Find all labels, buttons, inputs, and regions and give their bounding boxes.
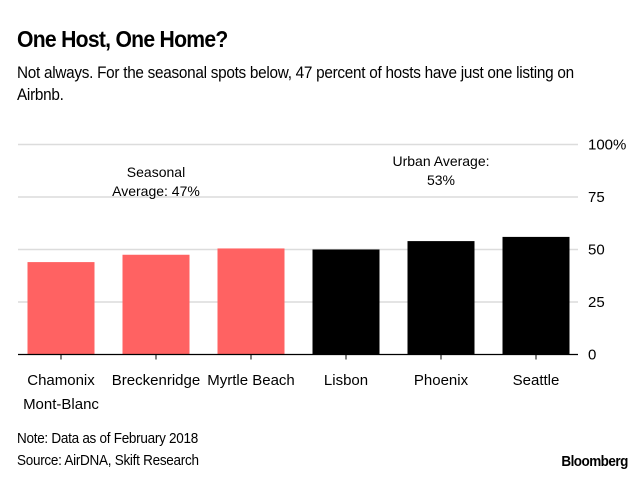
category-label: Chamonix — [27, 372, 95, 389]
category-labels: Chamonix Mont-Blanc Breckenridge Myrtle Bea… — [23, 372, 559, 413]
bar — [217, 248, 285, 355]
category-label: Lisbon — [324, 372, 368, 389]
y-axis-labels: 0 25 50 75 100% — [588, 137, 626, 364]
source-text: Source: AirDNA, Skift Research — [17, 452, 199, 469]
y-tick-label: 75 — [588, 189, 605, 206]
bloomberg-logo: Bloomberg — [561, 453, 629, 470]
chart-subtitle: Not always. For the seasonal spots below… — [17, 63, 574, 104]
annotation-label: 53% — [427, 172, 455, 188]
annotations: Seasonal Average: 47% Urban Average: 53% — [112, 153, 489, 199]
bar — [407, 241, 475, 355]
category-label: Phoenix — [414, 372, 469, 389]
bar — [122, 254, 190, 355]
annotation-label: Seasonal — [127, 164, 185, 180]
bar — [502, 236, 570, 355]
y-tick-label: 25 — [588, 294, 605, 311]
x-axis — [18, 353, 578, 360]
gridlines — [18, 143, 578, 303]
bars — [27, 236, 570, 355]
annotation-label: Average: 47% — [112, 183, 200, 199]
footer-notes: Note: Data as of February 2018 Source: A… — [17, 428, 199, 472]
chart-title: One Host, One Home? — [17, 26, 228, 52]
category-label: Breckenridge — [112, 372, 200, 389]
y-tick-label: 50 — [588, 242, 605, 259]
category-label: Mont-Blanc — [23, 396, 99, 413]
y-tick-label: 100% — [588, 137, 626, 154]
bar — [27, 262, 95, 355]
annotation-label: Urban Average: — [392, 153, 489, 169]
bar — [312, 249, 380, 355]
category-label: Myrtle Beach — [207, 372, 295, 389]
note-text: Note: Data as of February 2018 — [17, 430, 199, 447]
category-label: Seattle — [513, 372, 560, 389]
y-tick-label: 0 — [588, 347, 596, 364]
